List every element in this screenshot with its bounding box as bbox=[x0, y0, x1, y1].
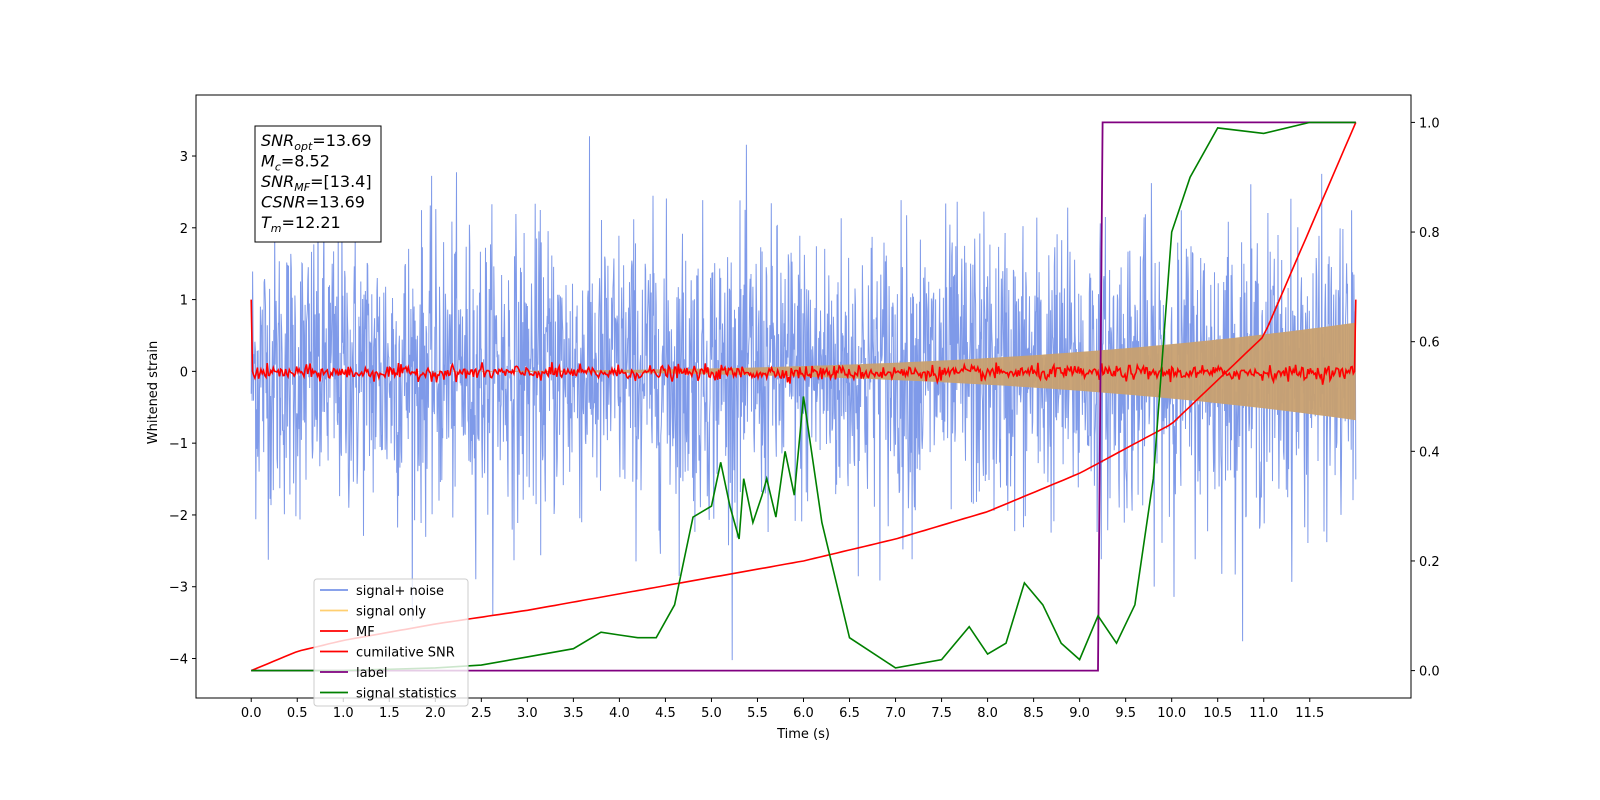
y-right-tick-label: 0.4 bbox=[1419, 445, 1440, 460]
y-tick-label: 0 bbox=[180, 365, 188, 380]
x-tick-label: 9.0 bbox=[1069, 706, 1090, 721]
x-tick-label: 11.5 bbox=[1295, 706, 1324, 721]
legend-label: signal+ noise bbox=[356, 584, 444, 599]
y-right-tick-label: 0.0 bbox=[1419, 665, 1440, 680]
x-tick-label: 11.0 bbox=[1249, 706, 1278, 721]
legend: signal+ noise signal only MF cumilative SNR… bbox=[313, 578, 469, 707]
legend-frame bbox=[313, 578, 469, 707]
legend-label: MF bbox=[356, 625, 375, 640]
info-box-line: SNRMF=[13.4] bbox=[261, 172, 372, 194]
y-tick-label: −4 bbox=[169, 653, 188, 668]
x-tick-label: 7.5 bbox=[931, 706, 952, 721]
y-tick-label: 1 bbox=[180, 294, 188, 309]
x-tick-label: 6.0 bbox=[793, 706, 814, 721]
x-tick-label: 7.0 bbox=[885, 706, 906, 721]
x-tick-label: 3.0 bbox=[517, 706, 538, 721]
x-tick-label: 8.0 bbox=[977, 706, 998, 721]
x-tick-label: 10.0 bbox=[1157, 706, 1186, 721]
y-tick-label: 2 bbox=[180, 222, 188, 237]
legend-label: cumilative SNR bbox=[356, 646, 455, 661]
x-tick-label: 5.5 bbox=[747, 706, 768, 721]
y-tick-label: −3 bbox=[169, 581, 188, 596]
x-tick-label: 9.5 bbox=[1115, 706, 1136, 721]
x-tick-label: 2.5 bbox=[471, 706, 492, 721]
x-tick-label: 5.0 bbox=[701, 706, 722, 721]
info-box-line: SNRopt=13.69 bbox=[261, 131, 372, 153]
x-axis-label: Time (s) bbox=[776, 727, 830, 742]
x-tick-label: 2.0 bbox=[425, 706, 446, 721]
x-tick-label: 6.5 bbox=[839, 706, 860, 721]
x-tick-label: 4.0 bbox=[609, 706, 630, 721]
y-right-tick-label: 0.2 bbox=[1419, 555, 1440, 570]
info-box-line: Tm=12.21 bbox=[261, 213, 341, 235]
series-signal-statistics bbox=[251, 121, 1356, 672]
info-box-line: Mc=8.52 bbox=[261, 152, 330, 174]
y-axis-label: Whitened strain bbox=[146, 341, 161, 444]
legend-label: label bbox=[356, 666, 387, 681]
series-signal-only bbox=[251, 322, 1356, 421]
legend-label: signal only bbox=[356, 605, 426, 620]
y-tick-label: 3 bbox=[180, 150, 188, 165]
y-right-tick-label: 0.8 bbox=[1419, 226, 1440, 241]
x-tick-label: 3.5 bbox=[563, 706, 584, 721]
series-label bbox=[251, 121, 1356, 672]
x-tick-label: 4.5 bbox=[655, 706, 676, 721]
y-tick-label: −2 bbox=[169, 509, 188, 524]
x-tick-label: 10.5 bbox=[1203, 706, 1232, 721]
series-mf bbox=[250, 299, 1357, 385]
info-box-line: CSNR=13.69 bbox=[261, 193, 365, 212]
info-box-frame bbox=[254, 125, 382, 243]
x-tick-label: 8.5 bbox=[1023, 706, 1044, 721]
x-tick-label: 0.5 bbox=[287, 706, 308, 721]
y-tick-label: −1 bbox=[169, 437, 188, 452]
info-box: SNRopt=13.69Mc=8.52SNRMF=[13.4]CSNR=13.6… bbox=[254, 125, 382, 243]
x-tick-label: 1.0 bbox=[333, 706, 354, 721]
x-tick-label: 1.5 bbox=[379, 706, 400, 721]
y-right-tick-label: 1.0 bbox=[1419, 116, 1440, 131]
legend-label: signal statistics bbox=[356, 687, 457, 702]
y-right-tick-label: 0.6 bbox=[1419, 336, 1440, 351]
x-tick-label: 0.0 bbox=[241, 706, 262, 721]
